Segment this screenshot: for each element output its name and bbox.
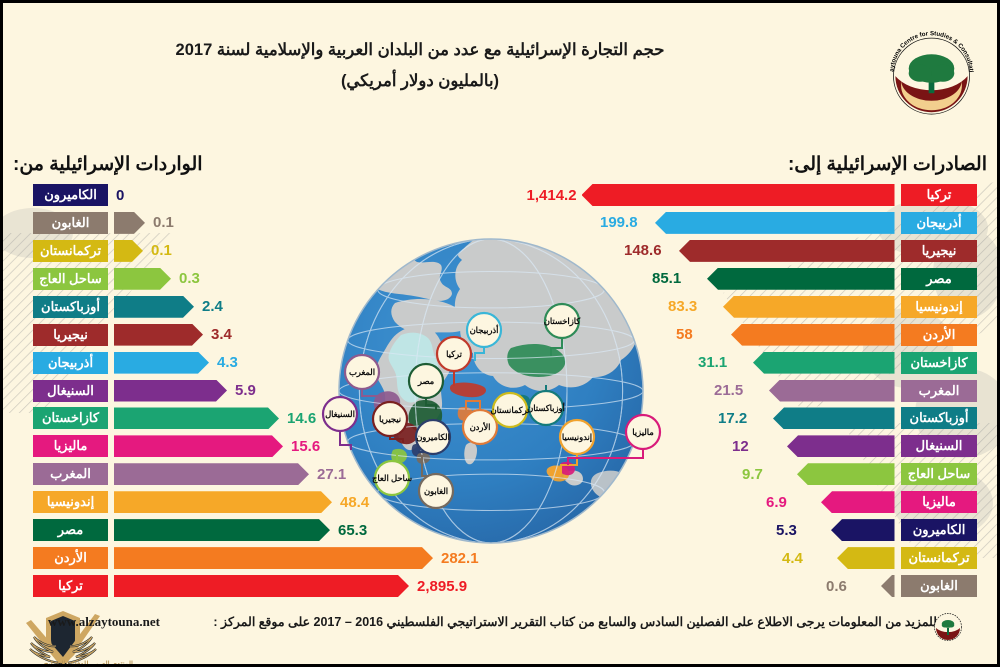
- svg-text:الغابون: الغابون: [424, 486, 448, 497]
- svg-text:نيجيريا: نيجيريا: [379, 414, 401, 425]
- svg-text:إندونيسيا: إندونيسيا: [562, 432, 592, 443]
- svg-text:مصر: مصر: [417, 376, 434, 387]
- svg-text:الأردن: الأردن: [470, 421, 491, 433]
- svg-text:كازاخستان: كازاخستان: [544, 316, 580, 327]
- svg-text:السنيغال: السنيغال: [325, 409, 355, 419]
- svg-text:أوزباكستان: أوزباكستان: [527, 401, 565, 414]
- svg-text:الكاميرون: الكاميرون: [416, 432, 450, 443]
- svg-text:ماليزيا: ماليزيا: [632, 427, 653, 438]
- svg-text:المغرب: المغرب: [349, 367, 375, 378]
- svg-text:تركمانستان: تركمانستان: [491, 405, 531, 416]
- svg-text:أذربيجان: أذربيجان: [470, 323, 499, 336]
- svg-text:ساحل العاج: ساحل العاج: [372, 473, 412, 484]
- svg-text:تركيا: تركيا: [446, 349, 463, 360]
